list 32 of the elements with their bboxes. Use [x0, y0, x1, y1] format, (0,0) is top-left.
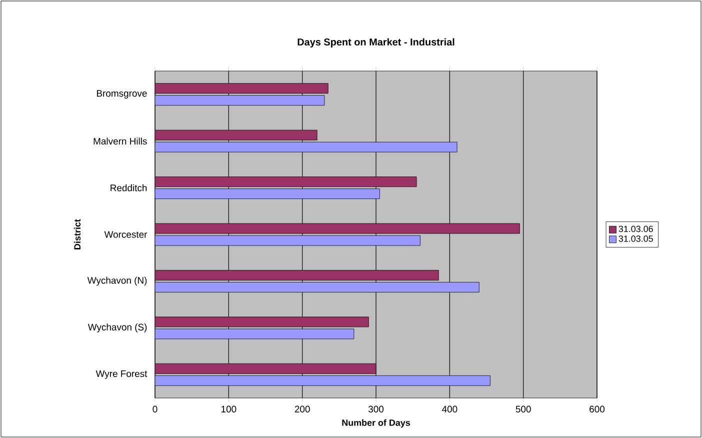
bar [155, 188, 380, 199]
y-tick-label: Wychavon (N) [87, 276, 147, 286]
legend-label: 31.03.06 [618, 226, 653, 232]
bar [155, 270, 439, 280]
y-tick-label: Worcester [104, 231, 148, 238]
x-tick-label: 400 [442, 406, 458, 412]
bar [155, 95, 325, 106]
bar [155, 328, 354, 340]
bar [155, 282, 480, 292]
bar [155, 83, 328, 94]
bar [155, 375, 490, 386]
bar [155, 316, 369, 328]
x-axis-title: Number of Days [342, 419, 410, 428]
x-tick-label: 100 [221, 406, 236, 412]
x-tick-label: 600 [590, 406, 605, 412]
y-tick-label: Wychavon (S) [88, 324, 147, 332]
legend-label: 31.03.05 [618, 235, 653, 242]
bar [155, 176, 417, 187]
y-axis-title: District [74, 219, 81, 250]
y-tick-label: Wyre Forest [96, 370, 148, 379]
x-tick-label: 300 [368, 406, 384, 412]
y-tick-label: Redditch [110, 184, 147, 192]
bar [155, 223, 520, 234]
bar [155, 235, 420, 246]
chart-title: Days Spent on Market - Industrial [298, 38, 454, 48]
x-tick-label: 500 [516, 406, 531, 412]
x-tick-label: 0 [152, 406, 158, 412]
bar [155, 142, 458, 152]
bar [155, 363, 376, 374]
y-tick-label: Bromsgrove [96, 90, 147, 99]
x-tick-label: 200 [294, 406, 310, 412]
y-tick-label: Malvern Hills [94, 138, 147, 145]
